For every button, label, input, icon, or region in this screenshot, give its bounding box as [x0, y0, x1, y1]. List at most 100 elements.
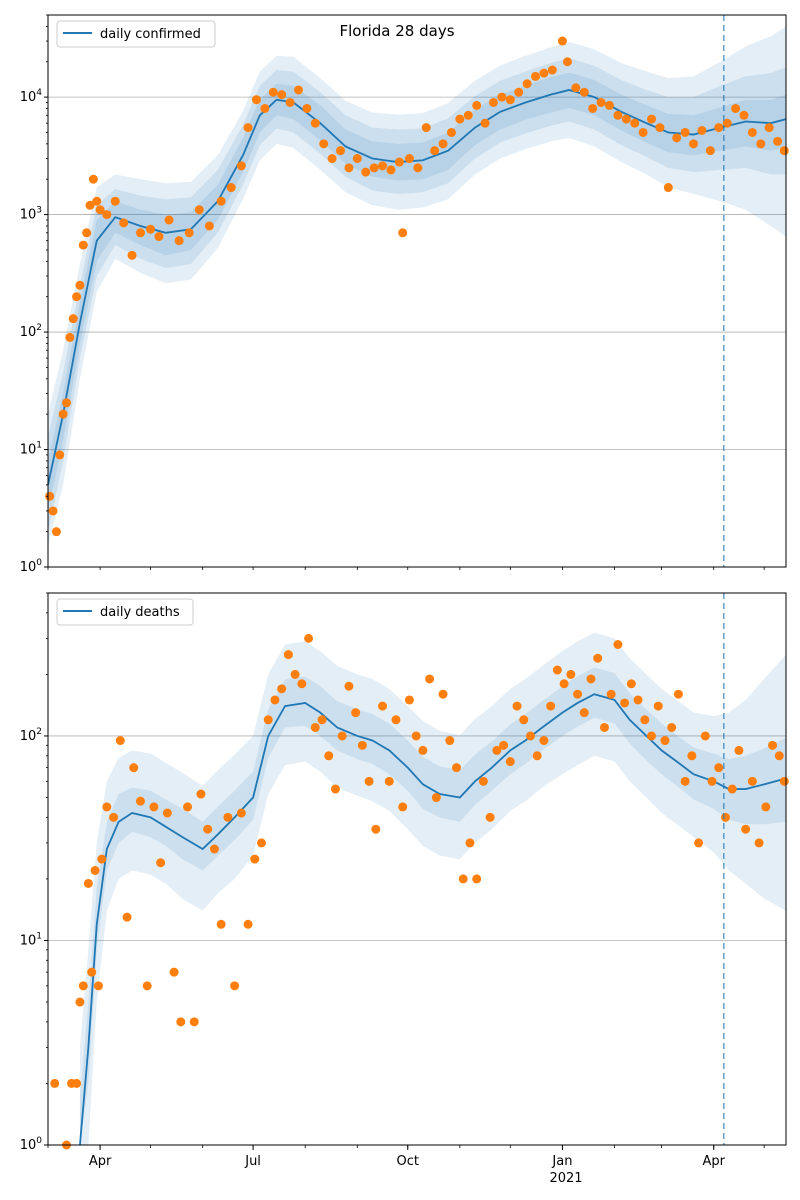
bottom-model-line	[79, 693, 787, 1146]
data-point	[236, 161, 246, 171]
data-point	[472, 100, 482, 110]
x-tick-label: Apr	[89, 1154, 112, 1169]
data-point	[430, 146, 440, 156]
data-point	[194, 205, 204, 215]
data-point	[243, 123, 253, 133]
data-point	[87, 967, 97, 977]
data-point	[478, 776, 488, 786]
data-point	[404, 154, 414, 164]
data-point	[183, 802, 193, 812]
data-point	[446, 127, 456, 137]
data-point	[421, 123, 431, 133]
confidence-band-50	[48, 72, 786, 511]
x-tick-label: Apr	[702, 1154, 725, 1169]
data-point	[480, 118, 490, 128]
data-point	[135, 228, 145, 238]
bottom-x-axis: Apr Jul Oct Jan Apr	[47, 1145, 765, 1169]
data-point	[310, 722, 320, 732]
data-point	[78, 240, 88, 250]
data-point	[539, 736, 549, 746]
data-point	[55, 450, 65, 460]
data-point	[707, 776, 717, 786]
data-point	[559, 679, 569, 689]
data-point	[75, 280, 85, 290]
data-point	[196, 789, 206, 799]
data-point	[386, 165, 396, 175]
data-point	[514, 87, 524, 97]
data-point	[552, 665, 562, 675]
data-point	[761, 802, 771, 812]
confidence-band-80	[48, 58, 786, 532]
data-point	[223, 812, 233, 822]
data-point	[579, 87, 589, 97]
data-point	[512, 701, 522, 711]
data-point	[164, 215, 174, 225]
data-point	[672, 133, 682, 143]
data-point	[700, 731, 710, 741]
data-point	[109, 812, 119, 822]
data-point	[499, 740, 509, 750]
data-point	[189, 1017, 199, 1027]
data-point	[317, 715, 327, 725]
data-point	[285, 97, 295, 107]
data-point	[438, 689, 448, 699]
model-line	[79, 693, 787, 1146]
data-point	[102, 210, 112, 220]
data-point	[58, 409, 68, 419]
data-point	[779, 776, 789, 786]
data-point	[369, 163, 379, 173]
data-point	[438, 139, 448, 149]
data-point	[694, 838, 704, 848]
data-point	[290, 669, 300, 679]
data-point	[302, 103, 312, 113]
data-point	[277, 684, 287, 694]
data-point	[497, 92, 507, 102]
data-point	[756, 139, 766, 149]
data-point	[764, 123, 774, 133]
data-point	[779, 146, 789, 156]
data-point	[209, 844, 219, 854]
data-point	[92, 196, 102, 206]
data-point	[319, 139, 329, 149]
data-point	[505, 757, 515, 767]
data-point	[146, 224, 156, 234]
data-point	[78, 981, 88, 991]
data-point	[720, 812, 730, 822]
data-point	[404, 695, 414, 705]
data-point	[532, 751, 542, 761]
data-point	[525, 731, 535, 741]
data-point	[734, 745, 744, 755]
data-point	[371, 824, 381, 834]
data-point	[48, 506, 58, 516]
bottom-legend-label: daily deaths	[100, 605, 180, 620]
data-point	[630, 118, 640, 128]
data-point	[566, 669, 576, 679]
data-point	[230, 981, 240, 991]
data-point	[344, 681, 354, 691]
data-point	[361, 167, 371, 177]
data-point	[472, 874, 482, 884]
data-point	[655, 123, 665, 133]
data-point	[638, 127, 648, 137]
data-point	[204, 221, 214, 231]
data-point	[768, 740, 778, 750]
data-point	[344, 163, 354, 173]
data-point	[754, 838, 764, 848]
data-point	[256, 838, 266, 848]
confidence-band-95	[79, 632, 786, 1146]
data-point	[774, 751, 784, 761]
data-point	[216, 196, 226, 206]
data-point	[739, 110, 749, 120]
data-point	[680, 127, 690, 137]
data-point	[97, 854, 107, 864]
data-point	[51, 527, 61, 537]
data-point	[714, 763, 724, 773]
data-point	[260, 103, 270, 113]
data-point	[236, 808, 246, 818]
data-point	[547, 65, 557, 75]
data-point	[270, 695, 280, 705]
data-point	[413, 163, 423, 173]
data-point	[599, 722, 609, 732]
